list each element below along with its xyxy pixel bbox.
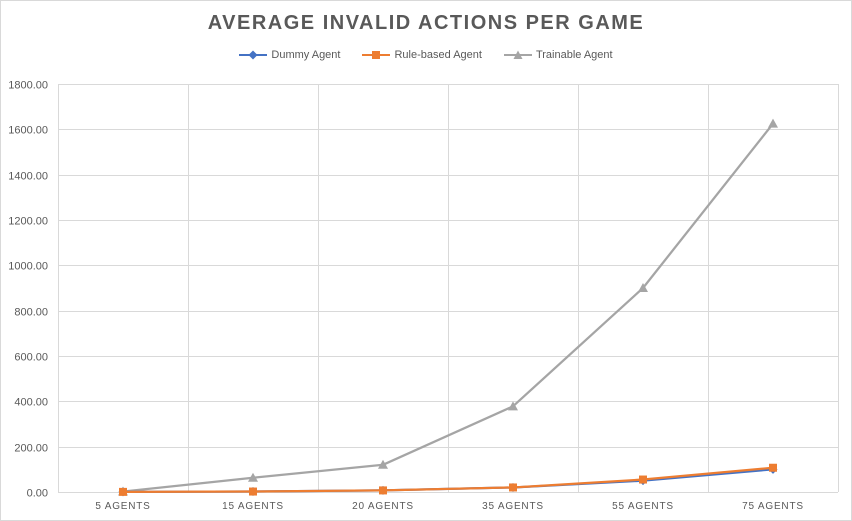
y-tick-label: 1800.00 bbox=[8, 80, 48, 92]
legend-label: Rule-based Agent bbox=[394, 49, 482, 61]
triangle-marker-icon bbox=[503, 50, 532, 59]
x-tick-label: 75 AGENTS bbox=[742, 501, 804, 512]
legend-label: Trainable Agent bbox=[535, 49, 613, 61]
y-tick-label: 600.00 bbox=[14, 352, 48, 364]
y-tick-label: 1200.00 bbox=[8, 216, 48, 228]
data-point bbox=[249, 487, 257, 496]
y-tick-label: 1600.00 bbox=[8, 125, 48, 137]
data-point bbox=[639, 475, 647, 484]
x-tick-label: 5 AGENTS bbox=[95, 501, 150, 512]
y-tick-label: 1000.00 bbox=[8, 261, 48, 273]
legend-entry: Trainable Agent bbox=[503, 49, 613, 61]
legend-entry: Dummy Agent bbox=[239, 49, 340, 61]
data-point bbox=[769, 463, 777, 472]
series-line-trainable-agent bbox=[122, 122, 774, 493]
legend: Dummy Agent Rule-based Agent Trainable Age… bbox=[0, 49, 852, 61]
x-tick-label: 15 AGENTS bbox=[222, 501, 284, 512]
chart-title: AVERAGE INVALID ACTIONS PER GAME bbox=[207, 12, 645, 34]
diamond-marker-icon bbox=[239, 50, 268, 60]
y-tick-label: 200.00 bbox=[14, 443, 48, 455]
y-tick-label: 400.00 bbox=[14, 397, 48, 409]
square-marker-icon bbox=[362, 51, 391, 59]
legend-label: Dummy Agent bbox=[271, 49, 341, 61]
data-point bbox=[378, 459, 388, 469]
data-point bbox=[119, 487, 127, 496]
data-point bbox=[638, 283, 648, 292]
data-point bbox=[379, 486, 387, 495]
legend-entry: Rule-based Agent bbox=[362, 49, 482, 61]
y-tick-label: 800.00 bbox=[14, 307, 48, 319]
x-tick-label: 55 AGENTS bbox=[612, 501, 674, 512]
data-point bbox=[768, 118, 778, 128]
data-point bbox=[509, 483, 517, 492]
y-tick-label: 1400.00 bbox=[8, 171, 48, 183]
data-point bbox=[248, 472, 258, 482]
x-tick-label: 20 AGENTS bbox=[352, 501, 414, 512]
x-tick-label: 35 AGENTS bbox=[482, 501, 544, 512]
data-point bbox=[508, 401, 518, 411]
y-tick-label: 0.00 bbox=[27, 488, 48, 500]
series-line-rule-based-agent bbox=[122, 466, 774, 494]
